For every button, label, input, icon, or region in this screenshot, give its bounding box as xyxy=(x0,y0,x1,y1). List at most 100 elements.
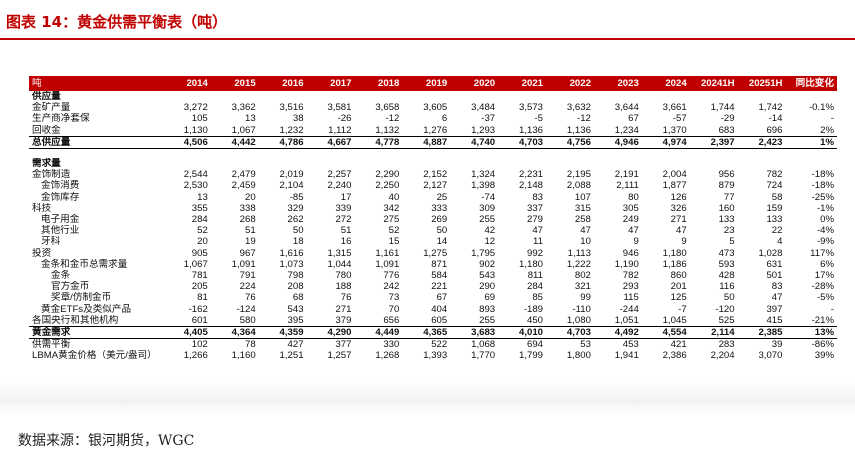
column-header: 2015 xyxy=(210,76,259,91)
table-cell: 11 xyxy=(533,236,544,248)
table-cell: 15 xyxy=(388,236,400,248)
table-cell: 2,231 xyxy=(519,169,544,181)
footer-fade xyxy=(0,382,855,414)
table-cell: 1,161 xyxy=(375,247,400,259)
table-cell xyxy=(450,158,498,169)
total-row: 黄金需求 4,405 4,364 4,359 4,290 4,449 4,365 3,683 4… xyxy=(29,326,837,340)
table-cell: 946 xyxy=(622,247,639,259)
table-cell: 450 xyxy=(527,314,544,326)
table-cell: -85 xyxy=(289,191,304,203)
table-row: 官方金币 205 224 208 188 242 221 290 284 321 293 201 116… xyxy=(29,281,837,292)
table-cell: 2% xyxy=(820,124,834,136)
table-cell: 4,703 xyxy=(546,326,594,340)
table-cell xyxy=(690,91,738,102)
table-cell: 395 xyxy=(287,314,304,326)
table-cell: 17 xyxy=(340,191,352,203)
table-cell: 4,703 xyxy=(498,135,547,150)
supply-demand-table-container: 吨 2014 2015 2016 2017 2018 2019 2020 2021 2022 202… xyxy=(29,76,837,362)
table-cell: 2,423 xyxy=(737,135,786,150)
table-cell: 201 xyxy=(670,281,687,293)
row-label: 金饰库存 xyxy=(41,191,80,203)
table-cell: 242 xyxy=(383,281,400,293)
table-cell: 1,232 xyxy=(279,124,304,136)
table-cell: 427 xyxy=(287,339,304,351)
table-cell: 39 xyxy=(771,339,783,351)
table-cell: 52 xyxy=(197,225,208,237)
row-label: 科技 xyxy=(32,202,52,214)
table-cell: 2,530 xyxy=(183,180,208,192)
table-cell: 51 xyxy=(340,225,352,237)
table-row: 金饰消费 2,530 2,459 2,104 2,240 2,250 2,127 1,398 2… xyxy=(29,180,837,191)
table-cell: 208 xyxy=(287,281,304,293)
row-label: 回收金 xyxy=(32,124,61,136)
table-cell xyxy=(738,91,786,102)
table-row: LBMA黄金价格（美元/盎司） 1,266 1,160 1,251 1,257 1,268… xyxy=(29,350,837,361)
table-cell: 269 xyxy=(431,214,448,226)
table-cell: 893 xyxy=(479,303,496,315)
row-label: 牙科 xyxy=(41,236,61,248)
table-cell: 1,091 xyxy=(375,258,400,270)
table-cell: 2,152 xyxy=(423,169,448,181)
row-label: 投资 xyxy=(32,247,52,259)
table-cell xyxy=(642,91,690,102)
table-cell xyxy=(354,149,402,159)
row-label: LBMA黄金价格（美元/盎司） xyxy=(32,350,157,362)
table-cell: 284 xyxy=(527,281,544,293)
table-cell xyxy=(307,91,355,102)
table-cell: 47 xyxy=(771,292,783,304)
table-cell: -5 xyxy=(534,113,544,125)
table-cell: 415 xyxy=(766,314,783,326)
table-cell: 133 xyxy=(766,214,783,226)
table-cell: 543 xyxy=(479,270,496,282)
row-label xyxy=(29,149,163,159)
table-cell: 255 xyxy=(479,314,496,326)
table-cell: 2,104 xyxy=(279,180,304,192)
table-cell: -25% xyxy=(811,191,834,203)
table-cell: 453 xyxy=(622,339,639,351)
header-unit-cell: 吨 xyxy=(29,76,163,91)
table-cell: 1,266 xyxy=(183,350,208,362)
table-cell: 42 xyxy=(484,225,496,237)
table-cell: 605 xyxy=(431,314,448,326)
table-cell: 3,070 xyxy=(758,350,783,362)
table-cell: 18 xyxy=(292,236,304,248)
table-cell: 9 xyxy=(633,236,639,248)
table-cell: 271 xyxy=(670,214,687,226)
table-cell: 3,644 xyxy=(614,102,639,114)
page-title: 图表 14：黄金供需平衡表（吨） xyxy=(6,13,228,31)
table-cell: 47 xyxy=(676,225,687,237)
table-cell: 47 xyxy=(532,225,544,237)
table-row: 投资 905 967 1,616 1,315 1,161 1,275 1,795 992 1,11… xyxy=(29,248,837,259)
table-cell xyxy=(259,158,307,169)
table-cell: -4% xyxy=(816,225,834,237)
table-cell: 1,293 xyxy=(471,124,496,136)
table-cell: 4,786 xyxy=(258,135,307,150)
table-cell xyxy=(785,149,837,159)
table-cell: 4,442 xyxy=(210,135,259,150)
column-header: 2019 xyxy=(402,76,451,91)
table-cell: 2,544 xyxy=(183,169,208,181)
table-row: 金饰库存 13 20 -85 17 40 25 -74 83 107 80 126 77 58 -25% xyxy=(29,192,837,203)
table-cell xyxy=(354,158,402,169)
table-row: 金条和金币总需求量 1,067 1,091 1,073 1,044 1,091 871 902… xyxy=(29,259,837,270)
table-cell xyxy=(546,158,594,169)
table-cell: 601 xyxy=(191,314,208,326)
table-cell: 522 xyxy=(431,339,448,351)
column-header: 2016 xyxy=(258,76,307,91)
table-cell: 69 xyxy=(484,292,496,304)
table-cell: 338 xyxy=(239,202,256,214)
table-cell: 1,315 xyxy=(327,247,352,259)
table-cell: 525 xyxy=(718,314,735,326)
table-cell: 782 xyxy=(622,270,639,282)
table-cell: 1,180 xyxy=(519,258,544,270)
table-cell: 4,359 xyxy=(258,326,307,340)
column-header: 2020 xyxy=(450,76,499,91)
table-cell: -86% xyxy=(811,339,834,351)
table-cell: 268 xyxy=(239,214,256,226)
table-cell: 1,877 xyxy=(662,180,687,192)
table-cell: 782 xyxy=(766,169,783,181)
table-cell: 337 xyxy=(527,202,544,214)
table-cell: 83 xyxy=(771,281,783,293)
table-cell xyxy=(450,91,498,102)
table-cell: 3,632 xyxy=(566,102,591,114)
